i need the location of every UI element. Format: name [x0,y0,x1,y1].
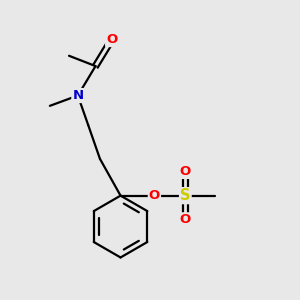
Text: O: O [106,33,117,46]
Text: O: O [180,213,191,226]
Text: S: S [180,188,190,203]
Text: N: N [72,89,83,102]
Text: O: O [180,165,191,178]
Text: O: O [149,189,160,202]
